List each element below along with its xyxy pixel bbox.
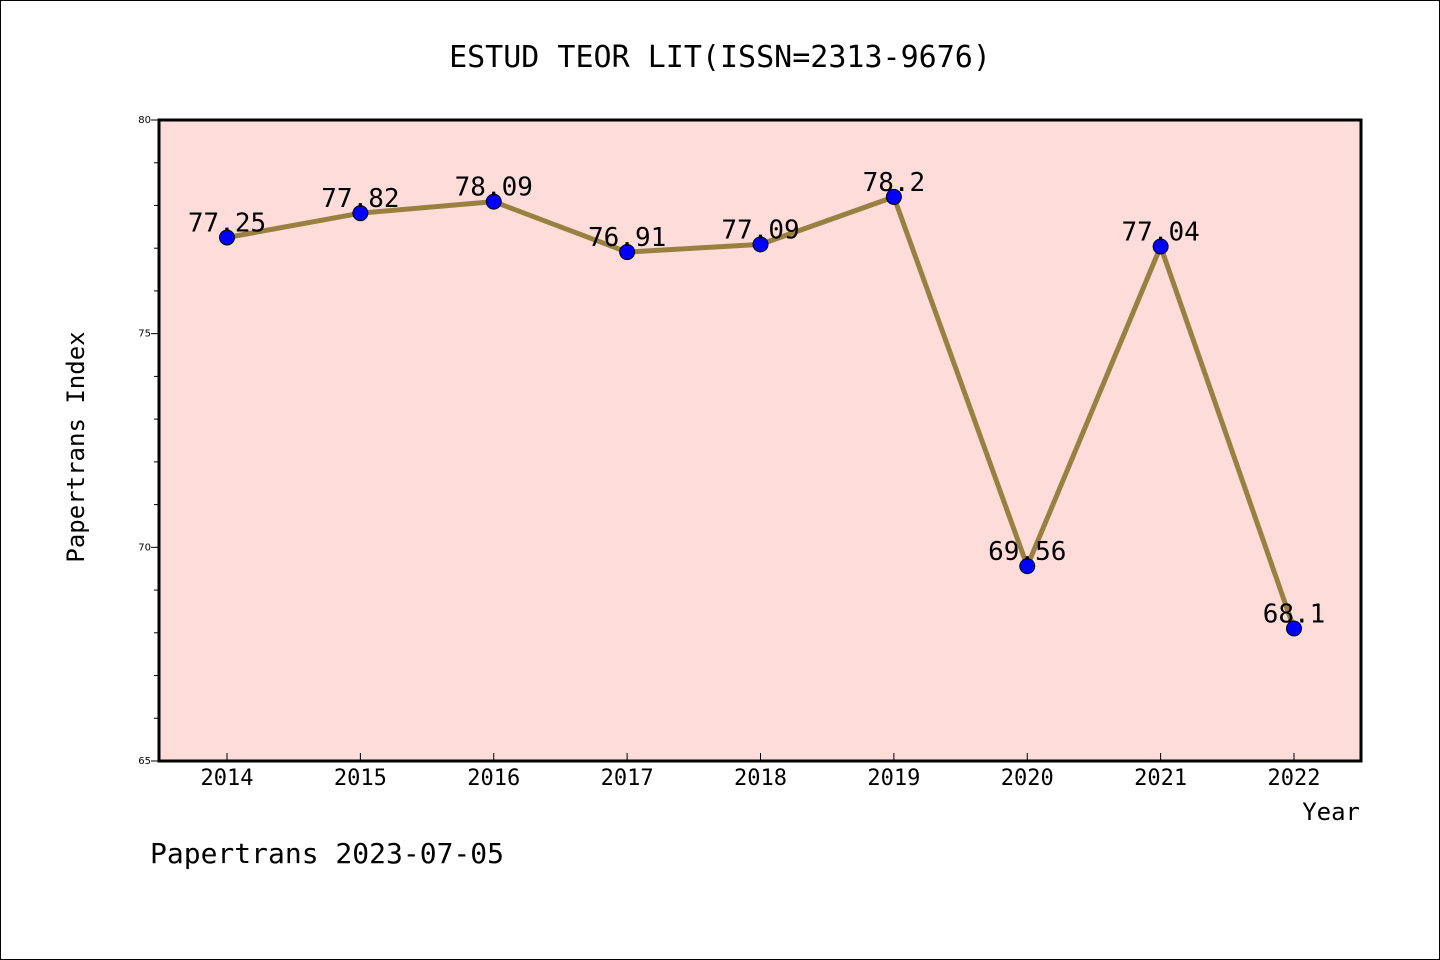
x-tick-label: 2016 [467,766,520,791]
data-point [885,188,902,205]
data-label: 76.91 [588,223,666,253]
data-label: 68.1 [1263,600,1326,630]
y-tick-label: 70 [138,542,151,553]
series-group: 77.25 77.82 78.09 76.91 77.09 78.2 69.56 77.04 6… [188,168,1326,637]
data-point [752,236,769,253]
data-label: 77.82 [321,184,399,214]
x-tick-label: 2020 [1001,766,1054,791]
x-tick-label: 2022 [1268,766,1321,791]
data-label: 78.2 [863,168,926,198]
x-axis: 2014 2015 2016 2017 2018 2019 2020 2021 2022 [201,753,1321,791]
y-tick-label: 75 [138,329,151,340]
x-tick-label: 2021 [1134,766,1187,791]
chart-title: ESTUD TEOR LIT(ISSN=2313-9676) [449,40,991,75]
x-tick-label: 2014 [201,766,254,791]
footer-text: Papertrans 2023-07-05 [150,837,504,870]
y-axis-label: Papertrans Index [62,331,90,562]
data-label: 77.25 [188,209,266,239]
x-axis-label: Year [1302,798,1360,826]
data-label: 69.56 [988,537,1066,567]
data-point [1019,558,1036,575]
data-label: 77.09 [721,215,799,245]
y-tick-label: 80 [138,115,151,126]
x-tick-label: 2019 [867,766,920,791]
data-point [1286,620,1302,637]
data-point [619,244,636,261]
data-point [352,205,369,222]
x-tick-label: 2018 [734,766,787,791]
data-label: 77.04 [1121,217,1199,247]
data-point [485,193,502,210]
y-tick-label: 65 [138,756,151,767]
x-tick-label: 2017 [601,766,654,791]
x-tick-label: 2015 [334,766,387,791]
plot-area [157,118,1363,763]
data-point [1152,238,1169,255]
data-label: 78.09 [455,173,533,203]
data-point [219,229,235,246]
y-axis: 65 70 75 80 [138,115,159,767]
